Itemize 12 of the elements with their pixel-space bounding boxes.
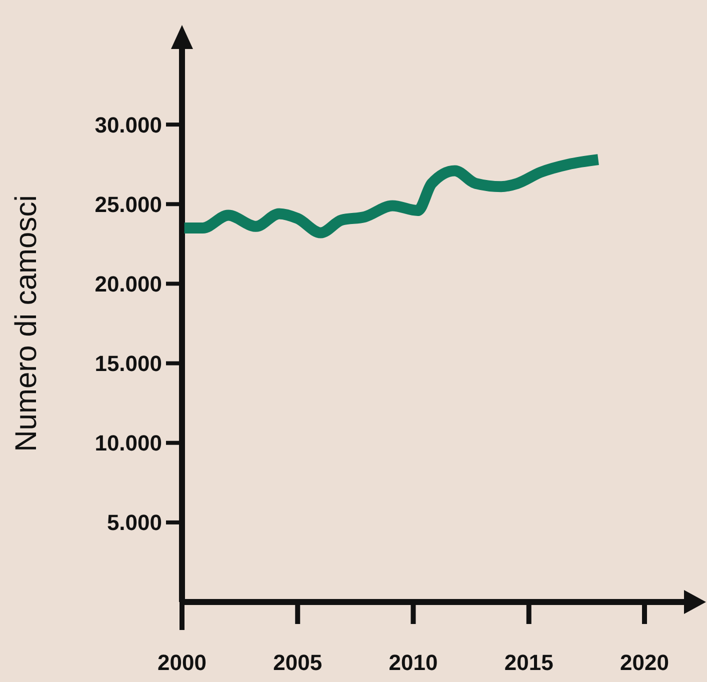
y-tick-label: 10.000: [94, 430, 162, 456]
x-tick-label: 2020: [620, 650, 669, 675]
y-tick-label: 15.000: [94, 350, 162, 376]
x-tick-label: 2010: [388, 650, 438, 675]
y-tick-label: 20.000: [94, 271, 162, 296]
y-axis-title: Numero di camosci: [10, 195, 43, 452]
x-tick-label: 2015: [504, 650, 554, 675]
x-tick-label: 2005: [273, 650, 322, 675]
y-tick-label: 30.000: [94, 112, 162, 138]
y-tick-label: 25.000: [94, 192, 162, 217]
x-tick-label: 2000: [158, 650, 206, 675]
y-tick-label: 5.000: [106, 510, 162, 536]
